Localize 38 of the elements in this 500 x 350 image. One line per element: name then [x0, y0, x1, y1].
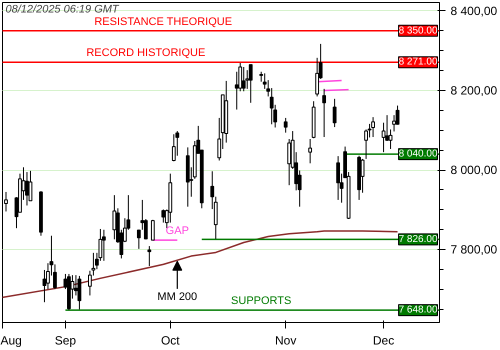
candlestick — [161, 208, 166, 224]
data-label: 7 826.00 — [398, 234, 438, 245]
candlestick — [360, 158, 364, 194]
candlestick — [308, 138, 312, 164]
candlestick — [332, 98, 337, 128]
candlestick — [150, 219, 155, 241]
candlestick — [28, 170, 32, 202]
annotation: RESISTANCE THEORIQUE — [94, 16, 232, 28]
candlestick — [248, 64, 253, 104]
x-tick-label: Dec — [372, 334, 394, 348]
candlestick — [287, 138, 292, 186]
annotation: SUPPORTS — [231, 295, 292, 308]
candlestick — [102, 229, 106, 262]
annotation: GAP — [166, 225, 189, 238]
x-tick-label: Nov — [275, 334, 296, 348]
x-tick-label: Oct — [160, 334, 180, 348]
candlestick — [147, 246, 152, 266]
candlestick — [336, 156, 340, 200]
candlestick — [284, 117, 288, 134]
x-tick-label: Aug — [0, 334, 22, 348]
annotation: MM 200 — [157, 290, 198, 303]
candlestick — [25, 172, 29, 206]
y-tick-label: 7 800,00 — [450, 242, 498, 257]
candlestick — [371, 116, 375, 138]
candlestick — [112, 194, 116, 240]
y-tick-label: 8 200,00 — [450, 83, 498, 98]
x-tick-label: Sep — [54, 334, 76, 348]
candlestick — [322, 88, 326, 138]
data-label: 8 040.00 — [398, 148, 438, 160]
candlestick — [172, 134, 176, 162]
candlestick — [270, 88, 274, 125]
y-tick-label: 8 000,00 — [450, 163, 498, 178]
annotation: RECORD HISTORIQUE — [86, 47, 206, 60]
data-label: 7 648.00 — [398, 304, 438, 316]
y-tick-label: 8 400,00 — [450, 4, 498, 18]
annotation: 08/12/2025 06:19 GMT — [6, 4, 120, 16]
candlestick — [78, 275, 82, 310]
candlestick — [242, 66, 246, 92]
